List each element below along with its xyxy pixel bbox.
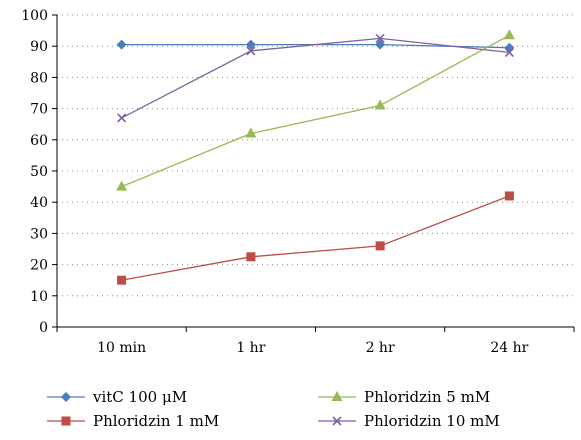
axes (52, 14, 575, 332)
y-tick-labels: 0 10 20 30 40 50 60 70 80 90 100 (21, 8, 48, 336)
y-tick-label-30: 30 (30, 226, 48, 242)
series-1 (117, 191, 514, 285)
series-line-3 (121, 37, 510, 119)
y-tick-label-10: 10 (30, 289, 48, 305)
series-3 (117, 33, 514, 123)
x-tick-label-2: 2 hr (366, 340, 395, 356)
x-tick-label-0: 10 min (97, 340, 146, 356)
series-line-2 (121, 34, 510, 188)
y-tick-label-80: 80 (30, 70, 48, 86)
legend-item-3: Phloridzin 10 mM (318, 412, 500, 430)
x-tick-label-1: 1 hr (236, 340, 265, 356)
series-2 (116, 29, 515, 191)
y-tick-label-40: 40 (30, 195, 48, 211)
legend-item-1: Phloridzin 1 mM (47, 412, 219, 430)
y-tick-label-90: 90 (30, 39, 48, 55)
y-tick-label-100: 100 (21, 8, 48, 24)
x-tick-label-3: 24 hr (490, 340, 528, 356)
data-point-1-0 (117, 275, 127, 285)
series-line-1 (121, 195, 510, 281)
data-point-0-2 (375, 39, 386, 50)
data-point-2-3 (503, 29, 515, 40)
legend-item-2: Phloridzin 5 mM (318, 388, 490, 406)
legend-marker-3 (332, 416, 342, 426)
gridlines (57, 14, 574, 297)
legend: vitC 100 μM Phloridzin 1 mM Phloridzin 5 m… (47, 388, 500, 430)
data-point-0-0 (116, 39, 127, 50)
y-tick-label-0: 0 (39, 320, 48, 336)
x-tick-labels: 10 min 1 hr 2 hr 24 hr (97, 340, 529, 356)
legend-marker-1 (61, 416, 71, 426)
data-point-3-2 (375, 33, 385, 43)
data-point-0-1 (245, 39, 256, 50)
legend-label-0: vitC 100 μM (92, 388, 187, 406)
data-point-3-0 (117, 113, 127, 123)
data-point-2-2 (374, 99, 386, 110)
y-tick-label-20: 20 (30, 258, 48, 274)
data-point-1-2 (375, 241, 385, 251)
legend-label-3: Phloridzin 10 mM (364, 412, 500, 430)
data-point-1-1 (246, 252, 256, 262)
data-point-3-3 (504, 47, 514, 58)
legend-marker-2 (331, 391, 343, 401)
y-tick-label-60: 60 (30, 133, 48, 149)
legend-label-2: Phloridzin 5 mM (364, 388, 490, 406)
legend-marker-0 (61, 392, 71, 402)
data-point-3-1 (246, 46, 256, 56)
legend-item-0: vitC 100 μM (47, 388, 187, 406)
data-point-2-0 (116, 180, 128, 191)
data-point-2-1 (245, 127, 257, 138)
data-point-1-3 (504, 191, 514, 201)
series-layer (116, 29, 515, 285)
y-tick-label-50: 50 (30, 164, 48, 180)
data-point-0-3 (504, 42, 515, 53)
legend-label-1: Phloridzin 1 mM (93, 412, 219, 430)
y-tick-label-70: 70 (30, 102, 48, 118)
